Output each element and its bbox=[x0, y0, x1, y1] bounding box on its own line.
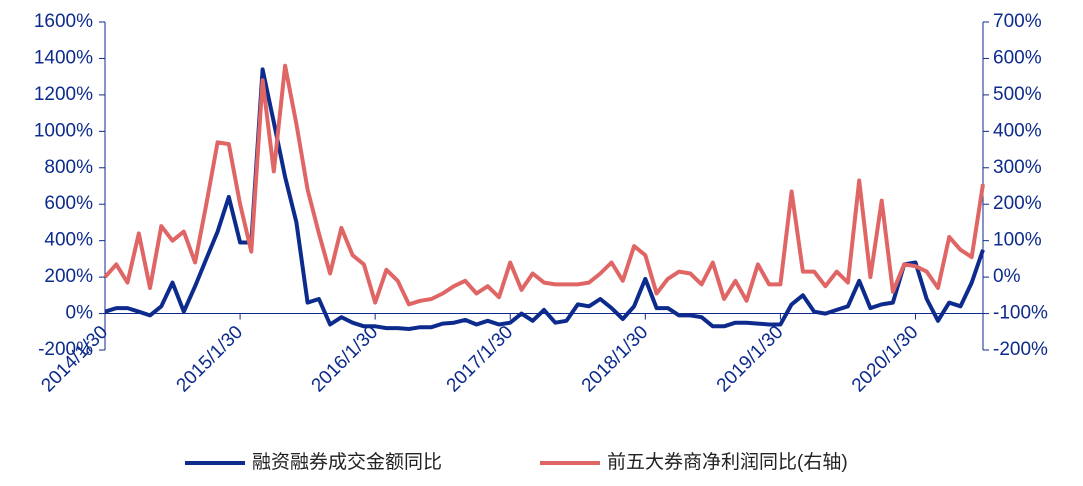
y2-tick-label: 400% bbox=[993, 120, 1042, 141]
y2-tick-label: 500% bbox=[993, 84, 1042, 105]
y-tick-label: 200% bbox=[44, 266, 93, 287]
y-tick-label: 1400% bbox=[34, 47, 93, 68]
y-tick-label: 1200% bbox=[34, 84, 93, 105]
legend-label: 前五大券商净利润同比(右轴) bbox=[607, 451, 848, 473]
y-tick-label: -200% bbox=[38, 339, 93, 360]
y-tick-label: 0% bbox=[66, 303, 94, 324]
y2-tick-label: 300% bbox=[993, 157, 1042, 178]
x-tick-label: 2018/1/30 bbox=[578, 322, 653, 397]
y2-tick-label: 700% bbox=[993, 11, 1042, 32]
y2-tick-label: 200% bbox=[993, 193, 1042, 214]
y-tick-label: 800% bbox=[44, 157, 93, 178]
y2-tick-label: 600% bbox=[993, 47, 1042, 68]
y2-tick-label: 0% bbox=[993, 266, 1021, 287]
y-tick-label: 600% bbox=[44, 193, 93, 214]
x-tick-label: 2017/1/30 bbox=[443, 322, 518, 397]
x-tick-label: 2015/1/30 bbox=[173, 322, 248, 397]
x-tick-label: 2019/1/30 bbox=[713, 322, 788, 397]
series-line bbox=[103, 63, 985, 307]
series-line bbox=[104, 67, 985, 331]
x-tick-label: 2016/1/30 bbox=[308, 322, 383, 397]
y2-tick-label: -200% bbox=[993, 339, 1048, 360]
y2-tick-label: -100% bbox=[993, 303, 1048, 324]
y-tick-label: 1000% bbox=[34, 120, 93, 141]
y-tick-label: 400% bbox=[44, 230, 93, 251]
legend-label: 融资融券成交金额同比 bbox=[252, 451, 442, 473]
y2-tick-label: 100% bbox=[993, 230, 1042, 251]
y-tick-label: 1600% bbox=[34, 11, 93, 32]
x-tick-label: 2020/1/30 bbox=[848, 322, 923, 397]
